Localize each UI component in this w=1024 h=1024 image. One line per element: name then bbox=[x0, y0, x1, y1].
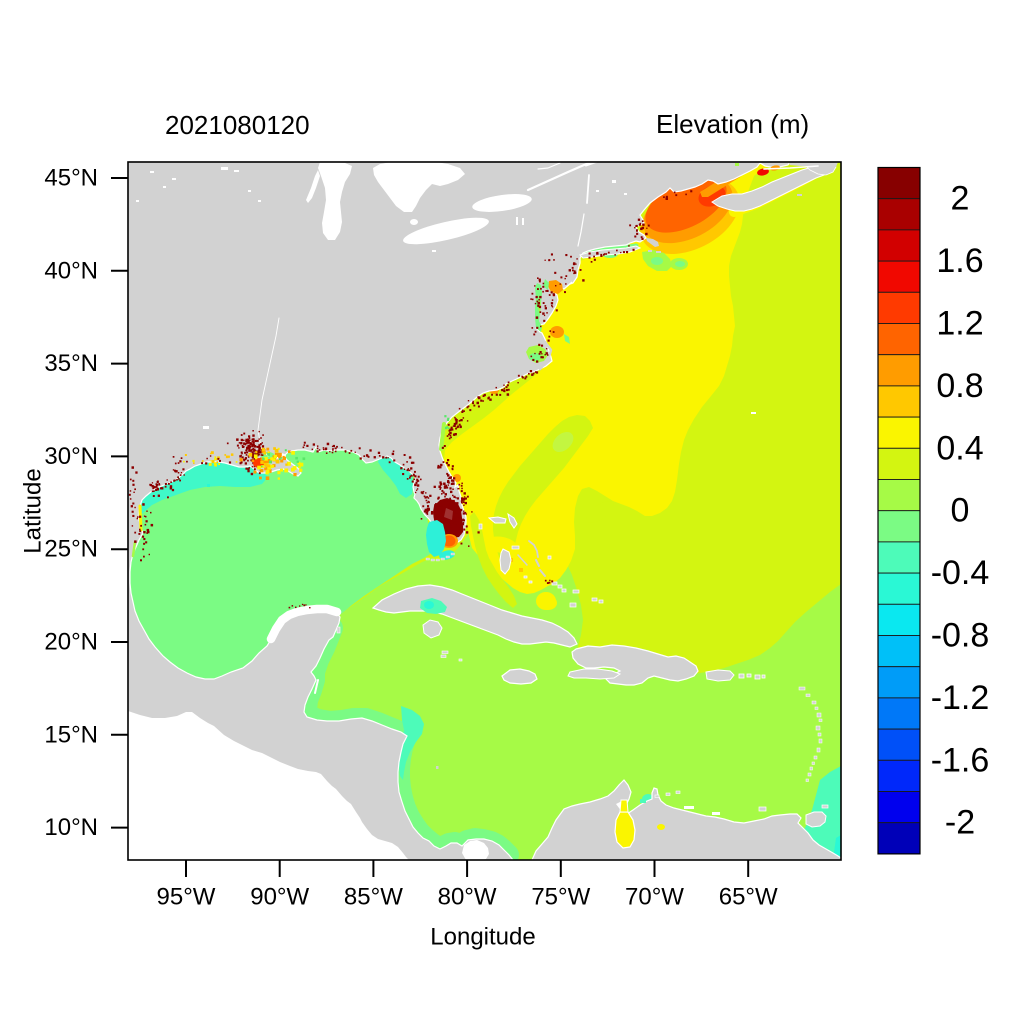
svg-text:2: 2 bbox=[951, 180, 970, 218]
svg-text:65°W: 65°W bbox=[719, 884, 778, 911]
svg-text:35°N: 35°N bbox=[44, 350, 98, 377]
svg-text:15°N: 15°N bbox=[44, 721, 98, 748]
svg-text:Longitude: Longitude bbox=[430, 924, 535, 951]
svg-text:Latitude: Latitude bbox=[20, 468, 47, 553]
svg-text:0.8: 0.8 bbox=[936, 367, 983, 405]
svg-text:-1.2: -1.2 bbox=[931, 679, 990, 717]
svg-text:40°N: 40°N bbox=[44, 257, 98, 284]
svg-text:-0.8: -0.8 bbox=[931, 617, 990, 655]
svg-text:30°N: 30°N bbox=[44, 443, 98, 470]
svg-text:85°W: 85°W bbox=[344, 884, 403, 911]
svg-text:25°N: 25°N bbox=[44, 536, 98, 563]
svg-text:90°W: 90°W bbox=[250, 884, 309, 911]
svg-text:20°N: 20°N bbox=[44, 629, 98, 656]
svg-text:1.6: 1.6 bbox=[936, 242, 983, 280]
svg-text:70°W: 70°W bbox=[625, 884, 684, 911]
svg-text:-2: -2 bbox=[945, 804, 975, 842]
svg-text:2021080120: 2021080120 bbox=[165, 110, 310, 140]
svg-text:1.2: 1.2 bbox=[936, 305, 983, 343]
svg-text:45°N: 45°N bbox=[44, 165, 98, 192]
svg-text:75°W: 75°W bbox=[531, 884, 590, 911]
svg-text:-1.6: -1.6 bbox=[931, 741, 990, 779]
svg-text:95°W: 95°W bbox=[157, 884, 216, 911]
svg-text:0.4: 0.4 bbox=[936, 429, 983, 467]
svg-text:-0.4: -0.4 bbox=[931, 554, 990, 592]
svg-text:80°W: 80°W bbox=[438, 884, 497, 911]
svg-text:10°N: 10°N bbox=[44, 814, 98, 841]
svg-text:0: 0 bbox=[951, 492, 970, 530]
svg-text:Elevation (m): Elevation (m) bbox=[656, 109, 809, 139]
